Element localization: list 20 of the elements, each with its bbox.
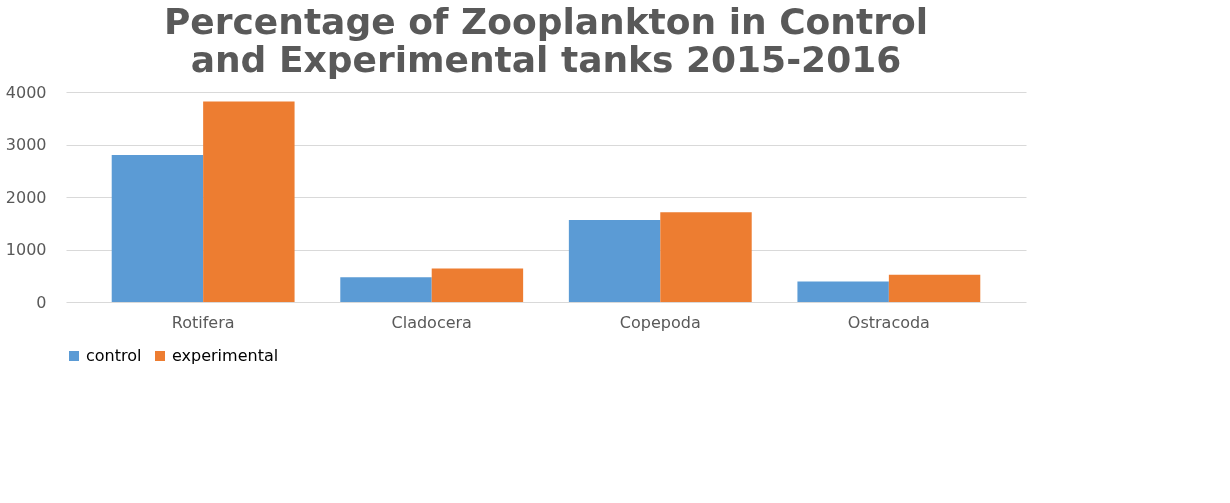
bar xyxy=(888,274,981,302)
y-tick-label: 2000 xyxy=(5,187,47,207)
y-tick-label: 4000 xyxy=(5,82,47,102)
x-tick-label: Rotifera xyxy=(171,312,235,332)
legend-label: experimental xyxy=(172,346,279,365)
y-tick-label: 1000 xyxy=(5,240,47,259)
legend-label: control xyxy=(86,346,142,365)
x-tick-label: Copepoda xyxy=(619,312,701,332)
bar xyxy=(660,212,752,302)
bar xyxy=(111,155,204,302)
bar xyxy=(340,277,432,302)
x-tick-label: Cladocera xyxy=(391,312,472,332)
bar xyxy=(431,268,524,302)
bar xyxy=(797,281,889,302)
bar xyxy=(568,220,661,302)
text: Percentage of Zooplankton in Control xyxy=(163,1,929,42)
bar xyxy=(203,101,295,302)
y-tick-label: 3000 xyxy=(5,135,47,154)
y-tick-label: 0 xyxy=(36,292,47,312)
x-tick-label: Ostracoda xyxy=(847,312,930,332)
